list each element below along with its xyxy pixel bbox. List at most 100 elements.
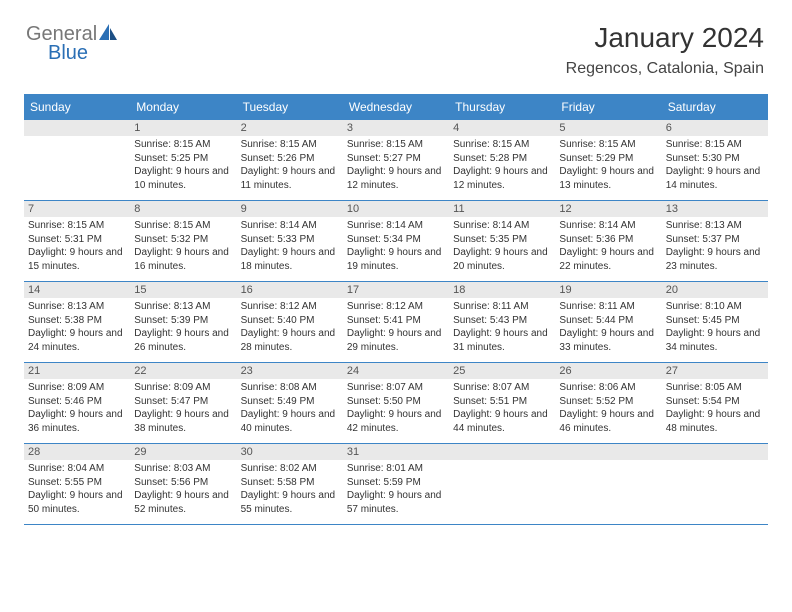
sunset-line: Sunset: 5:25 PM [134,152,232,166]
sunrise-line: Sunrise: 8:05 AM [666,381,764,395]
day-number [662,444,768,460]
sunset-line: Sunset: 5:49 PM [241,395,339,409]
daylight-line: Daylight: 9 hours and 48 minutes. [666,408,764,435]
sunset-line: Sunset: 5:29 PM [559,152,657,166]
day-number: 14 [24,282,130,298]
calendar-day: 9Sunrise: 8:14 AMSunset: 5:33 PMDaylight… [237,201,343,281]
daylight-line: Daylight: 9 hours and 57 minutes. [347,489,445,516]
calendar-day: 23Sunrise: 8:08 AMSunset: 5:49 PMDayligh… [237,363,343,443]
logo-text-blue: Blue [48,42,88,64]
daylight-line: Daylight: 9 hours and 40 minutes. [241,408,339,435]
sunset-line: Sunset: 5:28 PM [453,152,551,166]
sunrise-line: Sunrise: 8:06 AM [559,381,657,395]
sunset-line: Sunset: 5:30 PM [666,152,764,166]
calendar-day: 27Sunrise: 8:05 AMSunset: 5:54 PMDayligh… [662,363,768,443]
sunset-line: Sunset: 5:45 PM [666,314,764,328]
sunset-line: Sunset: 5:31 PM [28,233,126,247]
day-header-saturday: Saturday [662,94,768,120]
day-number: 19 [555,282,661,298]
calendar-day: 2Sunrise: 8:15 AMSunset: 5:26 PMDaylight… [237,120,343,200]
sunrise-line: Sunrise: 8:13 AM [28,300,126,314]
day-number: 10 [343,201,449,217]
sunrise-line: Sunrise: 8:15 AM [666,138,764,152]
sunrise-line: Sunrise: 8:12 AM [347,300,445,314]
sunset-line: Sunset: 5:34 PM [347,233,445,247]
calendar-day: 18Sunrise: 8:11 AMSunset: 5:43 PMDayligh… [449,282,555,362]
day-number: 16 [237,282,343,298]
calendar-day: 12Sunrise: 8:14 AMSunset: 5:36 PMDayligh… [555,201,661,281]
sunrise-line: Sunrise: 8:03 AM [134,462,232,476]
day-number: 31 [343,444,449,460]
daylight-line: Daylight: 9 hours and 50 minutes. [28,489,126,516]
calendar-day: 11Sunrise: 8:14 AMSunset: 5:35 PMDayligh… [449,201,555,281]
sunrise-line: Sunrise: 8:15 AM [28,219,126,233]
page-location: Regencos, Catalonia, Spain [24,60,764,78]
daylight-line: Daylight: 9 hours and 19 minutes. [347,246,445,273]
sunset-line: Sunset: 5:43 PM [453,314,551,328]
sunset-line: Sunset: 5:33 PM [241,233,339,247]
sunset-line: Sunset: 5:51 PM [453,395,551,409]
sunset-line: Sunset: 5:46 PM [28,395,126,409]
day-number: 24 [343,363,449,379]
day-number: 4 [449,120,555,136]
sunset-line: Sunset: 5:41 PM [347,314,445,328]
daylight-line: Daylight: 9 hours and 36 minutes. [28,408,126,435]
day-number [449,444,555,460]
sunset-line: Sunset: 5:59 PM [347,476,445,490]
sunset-line: Sunset: 5:58 PM [241,476,339,490]
sunset-line: Sunset: 5:54 PM [666,395,764,409]
calendar-week: 7Sunrise: 8:15 AMSunset: 5:31 PMDaylight… [24,201,768,282]
day-number: 12 [555,201,661,217]
sunset-line: Sunset: 5:36 PM [559,233,657,247]
daylight-line: Daylight: 9 hours and 13 minutes. [559,165,657,192]
calendar-day: 5 Sunrise: 8:15 AMSunset: 5:29 PMDaylight… [555,120,661,200]
day-header-sunday: Sunday [24,94,130,120]
calendar-week: 14Sunrise: 8:13 AMSunset: 5:38 PMDayligh… [24,282,768,363]
sunset-line: Sunset: 5:27 PM [347,152,445,166]
calendar-day: 13Sunrise: 8:13 AMSunset: 5:37 PMDayligh… [662,201,768,281]
daylight-line: Daylight: 9 hours and 46 minutes. [559,408,657,435]
daylight-line: Daylight: 9 hours and 26 minutes. [134,327,232,354]
sunrise-line: Sunrise: 8:12 AM [241,300,339,314]
sunrise-line: Sunrise: 8:11 AM [453,300,551,314]
calendar-day: 19Sunrise: 8:11 AMSunset: 5:44 PMDayligh… [555,282,661,362]
day-number: 8 [130,201,236,217]
sunset-line: Sunset: 5:44 PM [559,314,657,328]
sunset-line: Sunset: 5:55 PM [28,476,126,490]
calendar-day: 7Sunrise: 8:15 AMSunset: 5:31 PMDaylight… [24,201,130,281]
day-number: 17 [343,282,449,298]
sunset-line: Sunset: 5:39 PM [134,314,232,328]
day-number [555,444,661,460]
sunrise-line: Sunrise: 8:15 AM [559,138,657,152]
calendar-week: 21Sunrise: 8:09 AMSunset: 5:46 PMDayligh… [24,363,768,444]
calendar-day: 30Sunrise: 8:02 AMSunset: 5:58 PMDayligh… [237,444,343,524]
day-header-tuesday: Tuesday [237,94,343,120]
day-number: 9 [237,201,343,217]
sunrise-line: Sunrise: 8:15 AM [241,138,339,152]
calendar-day: 3Sunrise: 8:15 AMSunset: 5:27 PMDaylight… [343,120,449,200]
day-number: 28 [24,444,130,460]
day-number: 18 [449,282,555,298]
daylight-line: Daylight: 9 hours and 42 minutes. [347,408,445,435]
daylight-line: Daylight: 9 hours and 12 minutes. [347,165,445,192]
sunset-line: Sunset: 5:52 PM [559,395,657,409]
calendar-day: 29Sunrise: 8:03 AMSunset: 5:56 PMDayligh… [130,444,236,524]
calendar-day: 24Sunrise: 8:07 AMSunset: 5:50 PMDayligh… [343,363,449,443]
calendar-day: 4Sunrise: 8:15 AMSunset: 5:28 PMDaylight… [449,120,555,200]
day-number: 23 [237,363,343,379]
daylight-line: Daylight: 9 hours and 10 minutes. [134,165,232,192]
day-number: 5 [555,120,661,136]
sunrise-line: Sunrise: 8:14 AM [347,219,445,233]
sunset-line: Sunset: 5:37 PM [666,233,764,247]
calendar-day: 25Sunrise: 8:07 AMSunset: 5:51 PMDayligh… [449,363,555,443]
sunrise-line: Sunrise: 8:14 AM [241,219,339,233]
sunrise-line: Sunrise: 8:01 AM [347,462,445,476]
day-number: 26 [555,363,661,379]
daylight-line: Daylight: 9 hours and 44 minutes. [453,408,551,435]
daylight-line: Daylight: 9 hours and 14 minutes. [666,165,764,192]
daylight-line: Daylight: 9 hours and 52 minutes. [134,489,232,516]
sunset-line: Sunset: 5:35 PM [453,233,551,247]
day-number: 1 [130,120,236,136]
daylight-line: Daylight: 9 hours and 55 minutes. [241,489,339,516]
daylight-line: Daylight: 9 hours and 33 minutes. [559,327,657,354]
